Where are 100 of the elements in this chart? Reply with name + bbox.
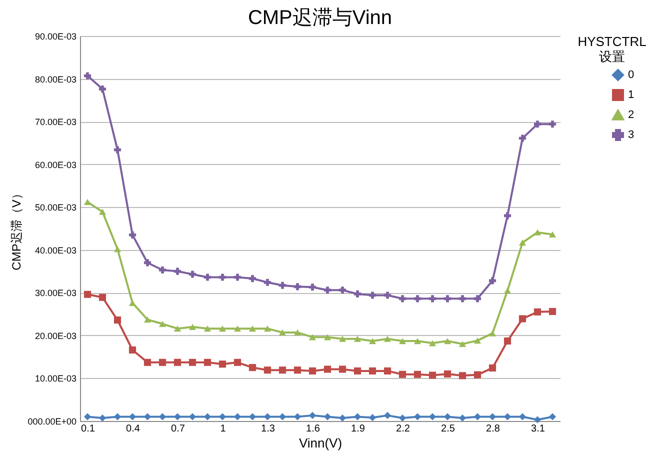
y-tick-label: 000.00E+00 — [28, 416, 76, 426]
point — [518, 315, 526, 322]
point — [444, 370, 452, 378]
point — [398, 338, 406, 344]
point — [84, 72, 92, 80]
point — [248, 326, 256, 332]
point — [294, 413, 302, 420]
point — [98, 414, 106, 422]
point — [474, 371, 482, 378]
point — [474, 295, 482, 302]
point — [338, 286, 346, 294]
point — [458, 340, 466, 348]
point — [548, 308, 556, 316]
point — [144, 358, 152, 366]
point — [308, 412, 316, 419]
point — [324, 334, 332, 340]
legend-title: HYSTCTRL 设置 — [578, 34, 646, 64]
x-tick-label: 3.1 — [531, 424, 546, 434]
legend-label: 0 — [628, 69, 634, 81]
point — [158, 320, 166, 327]
point — [504, 337, 512, 345]
point — [234, 274, 242, 281]
point — [354, 413, 362, 420]
point — [308, 284, 316, 291]
point — [414, 413, 422, 420]
y-tick-label: 70.00E-03 — [34, 117, 76, 128]
point — [534, 229, 542, 236]
point — [444, 338, 452, 344]
y-tick-label: 50.00E-03 — [34, 202, 76, 213]
legend-label: 2 — [628, 109, 634, 121]
y-tick-label: 90.00E-03 — [34, 32, 76, 42]
x-axis-title: Vinn(V) — [298, 436, 342, 450]
point — [504, 212, 512, 220]
point — [458, 295, 466, 302]
x-tick-label: 1.3 — [261, 424, 276, 434]
point — [158, 266, 166, 274]
point — [518, 134, 526, 142]
point — [278, 366, 286, 374]
point — [158, 413, 166, 420]
point — [474, 338, 482, 344]
point — [248, 364, 256, 372]
point — [398, 414, 406, 422]
point — [338, 414, 346, 422]
point — [414, 370, 422, 378]
point — [458, 414, 466, 422]
point — [264, 413, 272, 420]
y-tick-label: 40.00E-03 — [34, 245, 76, 256]
point — [338, 366, 346, 373]
point — [504, 287, 512, 294]
point — [488, 364, 496, 372]
x-tick-label: 0.1 — [81, 424, 96, 434]
point — [218, 274, 226, 281]
point — [368, 338, 376, 344]
point — [144, 413, 152, 420]
point — [234, 326, 242, 332]
x-tick-label: 2.2 — [396, 424, 410, 434]
point — [84, 198, 92, 206]
point — [308, 334, 316, 340]
point — [534, 308, 542, 316]
point — [294, 329, 302, 336]
point — [218, 360, 226, 368]
point — [128, 231, 136, 238]
point — [444, 295, 452, 302]
point — [518, 240, 526, 246]
point — [398, 370, 406, 378]
x-tick-label: 1.6 — [306, 424, 320, 434]
point — [294, 366, 302, 374]
point — [488, 413, 496, 420]
point — [128, 346, 136, 354]
point — [518, 413, 526, 420]
point — [534, 416, 542, 424]
x-tick-label: 0.4 — [126, 424, 140, 434]
point — [114, 146, 122, 154]
point — [204, 358, 212, 366]
legend-label: 3 — [628, 129, 634, 141]
point — [324, 366, 332, 373]
point — [234, 358, 242, 366]
point — [158, 358, 166, 366]
point — [98, 208, 106, 215]
y-tick-label: 80.00E-03 — [34, 74, 76, 84]
point — [548, 413, 556, 420]
point — [188, 413, 196, 420]
point — [324, 286, 332, 294]
x-tick-label: 1 — [220, 424, 226, 434]
point — [174, 268, 182, 275]
y-axis-title: CMP迟滞（V） — [10, 188, 24, 270]
point — [98, 86, 106, 93]
point — [248, 275, 256, 282]
x-tick-label: 2.8 — [486, 424, 500, 434]
point — [428, 413, 436, 420]
point — [384, 292, 392, 299]
point — [384, 412, 392, 419]
point — [234, 413, 242, 420]
point — [264, 366, 272, 374]
point — [174, 326, 182, 332]
point — [354, 367, 362, 374]
point — [398, 295, 406, 302]
point — [368, 367, 376, 374]
point — [128, 300, 136, 306]
point — [414, 338, 422, 344]
